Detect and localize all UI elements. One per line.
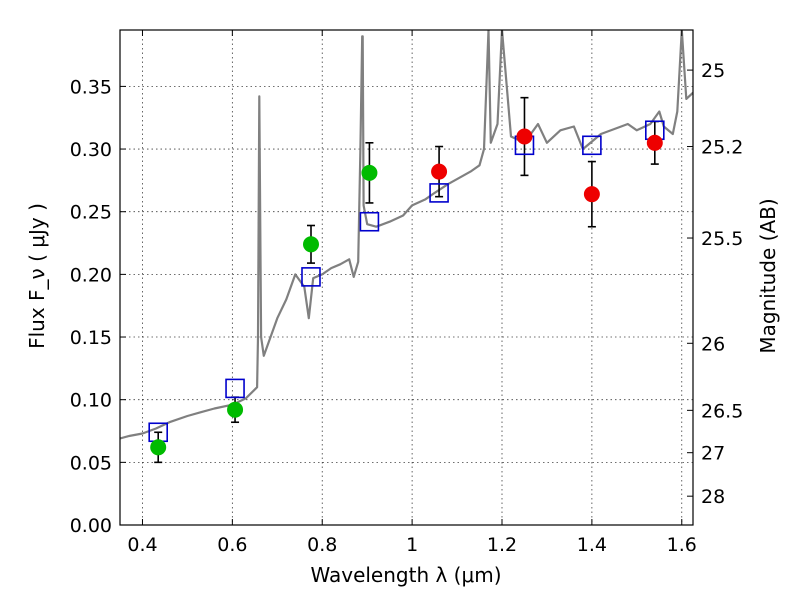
model-photometry-square <box>582 135 602 156</box>
x-tick-label: 1.6 <box>667 534 697 556</box>
model-photometry-layer <box>148 120 665 443</box>
tick-marks <box>120 30 693 526</box>
optical-data-point <box>361 164 378 181</box>
x-tick-label: 1 <box>406 534 418 556</box>
right-tick-label: 25 <box>701 60 725 82</box>
plot-frame <box>119 29 694 526</box>
optical-data-point <box>150 439 167 456</box>
x-tick-label: 1.2 <box>487 534 517 556</box>
model-spectrum-line <box>120 30 693 440</box>
right-tick-label: 26 <box>701 333 725 355</box>
model-photometry-square <box>359 211 380 232</box>
y-tick-label: 0.20 <box>70 264 112 286</box>
y-tick-label: 0.30 <box>70 139 112 161</box>
x-tick-label: 0.8 <box>307 534 337 556</box>
x-tick-labels: 0.4 0.6 0.8 1 1.2 1.4 1.6 <box>127 534 697 556</box>
x-tick-label: 1.4 <box>577 534 607 556</box>
model-photometry-square <box>225 378 245 399</box>
y-tick-label: 0.15 <box>70 327 112 349</box>
optical-data-point <box>303 236 319 253</box>
model-spectrum-layer <box>120 30 693 440</box>
observed-photometry-layer <box>150 128 663 456</box>
right-tick-label: 28 <box>701 486 725 508</box>
y-tick-labels: 0.00 0.05 0.10 0.15 0.20 0.25 0.30 0.35 <box>70 76 112 537</box>
right-tick-label: 26.5 <box>701 400 743 422</box>
y-axis-label: Flux F_ν ( μJy ) <box>25 203 49 349</box>
x-tick-label: 0.6 <box>217 534 247 556</box>
right-tick-label: 25.5 <box>701 228 743 250</box>
x-tick-label: 0.4 <box>127 534 157 556</box>
grid <box>120 30 693 525</box>
nir-data-point <box>431 163 448 180</box>
right-tick-labels: 25 25.2 25.5 26 26.5 27 28 <box>701 60 743 508</box>
right-tick-label: 25.2 <box>701 137 743 159</box>
y-tick-label: 0.35 <box>70 76 112 98</box>
nir-data-point <box>646 134 663 151</box>
y-tick-label: 0.10 <box>70 390 112 412</box>
right-tick-label: 27 <box>701 443 725 465</box>
x-axis-label: Wavelength λ (μm) <box>310 563 501 587</box>
nir-data-point <box>583 186 600 203</box>
nir-data-point <box>516 128 533 145</box>
model-photometry-square <box>301 267 321 287</box>
optical-data-point <box>227 401 244 418</box>
y-tick-label: 0.25 <box>70 202 112 224</box>
model-photometry-square <box>429 183 449 203</box>
y-tick-label: 0.05 <box>70 452 112 474</box>
right-axis-label: Magnitude (AB) <box>756 198 780 353</box>
y-tick-label: 0.00 <box>70 515 112 537</box>
